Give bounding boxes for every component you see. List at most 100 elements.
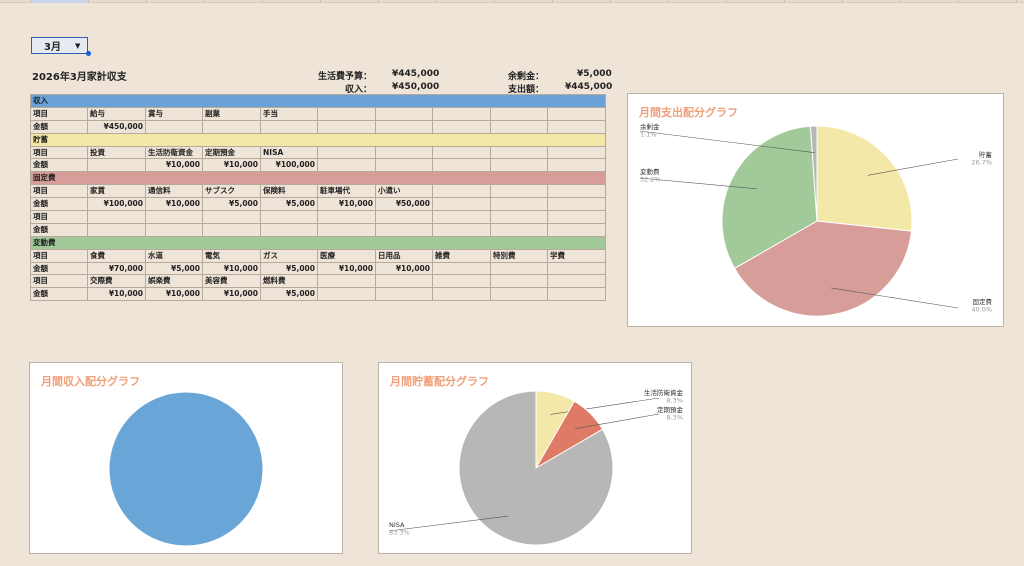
table-cell[interactable] (432, 287, 491, 302)
table-cell[interactable]: ¥10,000 (145, 287, 203, 302)
table-cell[interactable] (547, 222, 606, 237)
row-label-cell[interactable]: 項目 (30, 248, 88, 263)
row-label-cell[interactable]: 金額 (30, 158, 88, 173)
table-cell[interactable] (317, 158, 376, 173)
table-cell[interactable]: ¥10,000 (202, 287, 261, 302)
table-cell[interactable]: 食費 (87, 248, 146, 263)
table-cell[interactable] (375, 119, 433, 134)
expense-pie-chart[interactable]: 月間支出配分グラフ 貯蓄 26.7% 固定費 40.0% 変動費 32.2% 余剰金 1.1% (627, 93, 1004, 327)
table-cell[interactable] (432, 274, 491, 289)
month-dropdown[interactable]: 3月 ▼ (31, 37, 88, 54)
budget-table[interactable]: 収入 項目 給与 賞与 副業 手当 金額 ¥450,000 貯蓄 項目 投資 生活防衛資金 定期預金 NI… (30, 94, 606, 302)
section-header-cell[interactable]: 収入 (30, 94, 606, 108)
table-cell[interactable] (490, 274, 548, 289)
table-cell[interactable]: 学費 (547, 248, 606, 263)
table-cell[interactable] (547, 261, 606, 276)
table-cell[interactable]: NISA (260, 145, 318, 160)
table-cell[interactable] (317, 222, 376, 237)
table-cell[interactable]: 生活防衛資金 (145, 145, 203, 160)
table-cell[interactable]: 保険料 (260, 184, 318, 199)
table-cell[interactable]: 交際費 (87, 274, 146, 289)
table-cell[interactable]: ¥10,000 (202, 261, 261, 276)
table-cell[interactable]: 娯楽費 (145, 274, 203, 289)
row-label-cell[interactable]: 金額 (30, 197, 88, 212)
row-label-cell[interactable]: 項目 (30, 106, 88, 121)
table-cell[interactable]: 医療 (317, 248, 376, 263)
table-cell[interactable] (490, 145, 548, 160)
table-cell[interactable]: 給与 (87, 106, 146, 121)
table-cell[interactable] (375, 158, 433, 173)
table-cell[interactable] (375, 274, 433, 289)
table-cell[interactable] (317, 119, 376, 134)
table-cell[interactable]: 水道 (145, 248, 203, 263)
table-cell[interactable]: ¥10,000 (317, 197, 376, 212)
table-cell[interactable]: ¥5,000 (145, 261, 203, 276)
table-cell[interactable]: 美容費 (202, 274, 261, 289)
pie-slice[interactable] (108, 391, 264, 547)
pie-slice[interactable] (458, 390, 614, 546)
row-label-cell[interactable]: 項目 (30, 210, 88, 224)
income-pie-chart[interactable]: 月間収入配分グラフ (29, 362, 343, 554)
table-cell[interactable] (260, 210, 318, 224)
table-cell[interactable] (490, 197, 548, 212)
table-cell[interactable]: 日用品 (375, 248, 433, 263)
table-cell[interactable] (375, 145, 433, 160)
table-cell[interactable] (547, 184, 606, 199)
row-label-cell[interactable]: 金額 (30, 287, 88, 302)
table-cell[interactable] (432, 158, 491, 173)
row-label-cell[interactable]: 金額 (30, 119, 88, 134)
table-cell[interactable]: ¥5,000 (260, 261, 318, 276)
table-cell[interactable] (87, 222, 146, 237)
table-cell[interactable]: 家賃 (87, 184, 146, 199)
table-cell[interactable] (432, 197, 491, 212)
table-cell[interactable] (547, 210, 606, 224)
table-cell[interactable] (490, 119, 548, 134)
table-cell[interactable] (547, 197, 606, 212)
table-cell[interactable]: ガス (260, 248, 318, 263)
table-cell[interactable]: ¥10,000 (202, 158, 261, 173)
row-label-cell[interactable]: 項目 (30, 274, 88, 289)
table-cell[interactable]: 電気 (202, 248, 261, 263)
table-cell[interactable] (260, 222, 318, 237)
table-cell[interactable]: ¥10,000 (87, 287, 146, 302)
table-cell[interactable]: 燃料費 (260, 274, 318, 289)
table-cell[interactable] (490, 210, 548, 224)
table-cell[interactable]: 賞与 (145, 106, 203, 121)
table-cell[interactable]: 雑費 (432, 248, 491, 263)
table-cell[interactable] (547, 158, 606, 173)
table-cell[interactable] (547, 287, 606, 302)
table-cell[interactable] (87, 158, 146, 173)
table-cell[interactable] (432, 261, 491, 276)
table-cell[interactable] (547, 106, 606, 121)
row-label-cell[interactable]: 項目 (30, 184, 88, 199)
table-cell[interactable] (490, 158, 548, 173)
table-cell[interactable] (317, 106, 376, 121)
table-cell[interactable]: 定期預金 (202, 145, 261, 160)
table-cell[interactable]: ¥100,000 (260, 158, 318, 173)
table-cell[interactable] (260, 119, 318, 134)
savings-pie-chart[interactable]: 月間貯蓄配分グラフ 生活防衛資金 8.3% 定期預金 8.3% NISA 83.3% (378, 362, 692, 554)
table-cell[interactable]: ¥5,000 (260, 287, 318, 302)
table-cell[interactable] (317, 287, 376, 302)
table-cell[interactable] (547, 119, 606, 134)
table-cell[interactable] (145, 222, 203, 237)
selection-handle[interactable] (86, 51, 91, 56)
table-cell[interactable] (490, 287, 548, 302)
pie-slice[interactable] (733, 220, 913, 317)
table-cell[interactable] (317, 145, 376, 160)
table-cell[interactable]: 駐車場代 (317, 184, 376, 199)
table-cell[interactable] (145, 210, 203, 224)
row-label-cell[interactable]: 金額 (30, 261, 88, 276)
table-cell[interactable]: ¥10,000 (317, 261, 376, 276)
section-header-cell[interactable]: 変動費 (30, 235, 606, 250)
table-cell[interactable] (317, 274, 376, 289)
table-cell[interactable] (87, 210, 146, 224)
table-cell[interactable]: 投資 (87, 145, 146, 160)
table-cell[interactable]: 手当 (260, 106, 318, 121)
table-cell[interactable]: 副業 (202, 106, 261, 121)
pie-slice[interactable] (809, 125, 818, 222)
table-cell[interactable] (432, 210, 491, 224)
row-label-cell[interactable]: 項目 (30, 145, 88, 160)
table-cell[interactable]: ¥5,000 (202, 197, 261, 212)
table-cell[interactable] (145, 119, 203, 134)
